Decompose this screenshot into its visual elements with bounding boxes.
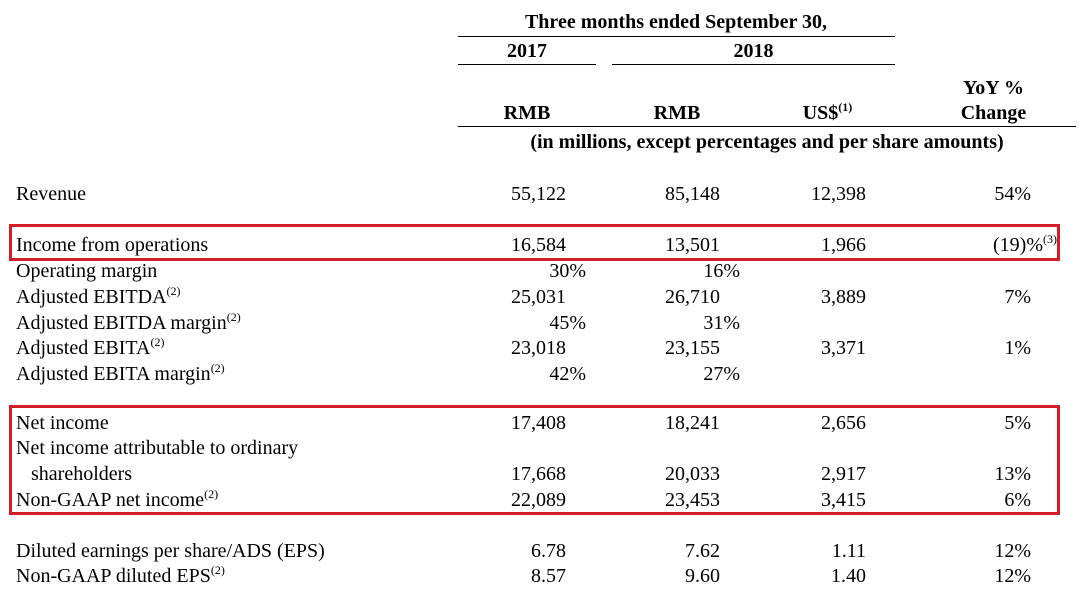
- row-label-diluted-eps: Diluted earnings per share/ADS (EPS): [16, 540, 325, 562]
- cell-ni-attrib-2018: 20,033: [665, 463, 720, 485]
- header-rule-period: [458, 36, 895, 37]
- cell-revenue-yoy: 54%: [994, 183, 1031, 205]
- cell-nongaap-eps-2018: 9.60: [685, 565, 720, 587]
- col-usd-footnote: (1): [838, 100, 853, 114]
- col-rmb-2017: RMB: [503, 102, 551, 124]
- adj-ebitda-label: Adjusted EBITDA: [16, 286, 167, 308]
- cell-ni-attrib-usd: 2,917: [821, 463, 866, 485]
- units-note: (in millions, except percentages and per…: [530, 131, 1004, 153]
- cell-diluted-eps-2018: 7.62: [685, 540, 720, 562]
- cell-adj-ebita-2018: 23,155: [665, 337, 720, 359]
- period-title: Three months ended September 30,: [524, 11, 828, 33]
- cell-adj-ebitda-usd: 3,889: [821, 286, 866, 308]
- cell-diluted-eps-yoy: 12%: [994, 540, 1031, 562]
- cell-net-income-2018: 18,241: [665, 412, 720, 434]
- cell-nongaap-ni-2018: 23,453: [665, 489, 720, 511]
- highlight-box-income-ops: [9, 224, 1060, 261]
- col-yoy-line2: Change: [960, 102, 1027, 124]
- col-usd: US$(1): [760, 100, 895, 124]
- cell-nongaap-eps-yoy: 12%: [994, 565, 1031, 587]
- cell-adj-ebita-2017: 23,018: [511, 337, 566, 359]
- header-rule-columns: [458, 126, 1076, 127]
- cell-revenue-2018: 85,148: [665, 183, 720, 205]
- row-label-net-income: Net income: [16, 412, 109, 434]
- cell-adj-ebita-margin-2017: 42%: [549, 363, 586, 385]
- cell-adj-ebita-margin-2018: 27%: [703, 363, 740, 385]
- cell-net-income-yoy: 5%: [1004, 412, 1031, 434]
- cell-adj-ebitda-2018: 26,710: [665, 286, 720, 308]
- row-label-op-margin: Operating margin: [16, 260, 158, 282]
- cell-op-margin-2018: 16%: [703, 260, 740, 282]
- cell-op-margin-2017: 30%: [549, 260, 586, 282]
- header-rule-2017: [458, 64, 596, 65]
- adj-ebita-margin-footnote: (2): [210, 361, 225, 375]
- adj-ebita-label: Adjusted EBITA: [16, 337, 151, 359]
- cell-ni-attrib-yoy: 13%: [994, 463, 1031, 485]
- cell-income-ops-usd: 1,966: [821, 234, 866, 256]
- row-label-nongaap-eps: Non-GAAP diluted EPS(2): [16, 563, 225, 587]
- cell-nongaap-ni-yoy: 6%: [1004, 489, 1031, 511]
- cell-nongaap-eps-usd: 1.40: [831, 565, 866, 587]
- adj-ebitda-margin-label: Adjusted EBITDA margin: [16, 312, 227, 334]
- adj-ebitda-margin-footnote: (2): [226, 310, 241, 324]
- nongaap-ni-footnote: (2): [204, 487, 219, 501]
- cell-nongaap-eps-2017: 8.57: [531, 565, 566, 587]
- row-label-adj-ebitda: Adjusted EBITDA(2): [16, 284, 181, 308]
- income-ops-yoy-footnote: (3): [1043, 232, 1057, 246]
- row-label-income-ops: Income from operations: [16, 234, 209, 256]
- cell-nongaap-ni-usd: 3,415: [821, 489, 866, 511]
- adj-ebita-margin-label: Adjusted EBITA margin: [16, 363, 211, 385]
- cell-revenue-2017: 55,122: [511, 183, 566, 205]
- cell-income-ops-2017: 16,584: [511, 234, 566, 256]
- cell-adj-ebitda-margin-2017: 45%: [549, 312, 586, 334]
- cell-adj-ebitda-margin-2018: 31%: [703, 312, 740, 334]
- col-rmb-2018: RMB: [653, 102, 701, 124]
- nongaap-eps-footnote: (2): [210, 563, 225, 577]
- nongaap-eps-label: Non-GAAP diluted EPS: [16, 565, 211, 587]
- year-2017-header: 2017: [507, 40, 547, 62]
- row-label-ni-attrib-line1: Net income attributable to ordinary: [16, 437, 299, 459]
- cell-ni-attrib-2017: 17,668: [511, 463, 566, 485]
- row-label-ni-attrib-line2: shareholders: [31, 463, 133, 485]
- cell-adj-ebitda-yoy: 7%: [1004, 286, 1031, 308]
- cell-diluted-eps-usd: 1.11: [831, 540, 866, 562]
- adj-ebitda-footnote: (2): [166, 284, 181, 298]
- row-label-adj-ebita: Adjusted EBITA(2): [16, 335, 165, 359]
- row-label-revenue: Revenue: [16, 183, 86, 205]
- highlight-box-net-income: [9, 405, 1060, 515]
- cell-net-income-2017: 17,408: [511, 412, 566, 434]
- cell-adj-ebitda-2017: 25,031: [511, 286, 566, 308]
- income-ops-yoy-value: (19)%: [993, 234, 1043, 256]
- cell-diluted-eps-2017: 6.78: [531, 540, 566, 562]
- cell-income-ops-yoy: (19)%(3): [900, 232, 1057, 256]
- row-label-adj-ebita-margin: Adjusted EBITA margin(2): [16, 361, 225, 385]
- cell-adj-ebita-usd: 3,371: [821, 337, 866, 359]
- header-rule-2018: [612, 64, 895, 65]
- col-yoy-line1: YoY %: [963, 77, 1024, 99]
- cell-revenue-usd: 12,398: [811, 183, 866, 205]
- row-label-adj-ebitda-margin: Adjusted EBITDA margin(2): [16, 310, 241, 334]
- nongaap-ni-label: Non-GAAP net income: [16, 489, 205, 511]
- adj-ebita-footnote: (2): [150, 335, 165, 349]
- cell-income-ops-2018: 13,501: [665, 234, 720, 256]
- cell-adj-ebita-yoy: 1%: [1004, 337, 1031, 359]
- cell-nongaap-ni-2017: 22,089: [511, 489, 566, 511]
- year-2018-header: 2018: [733, 40, 774, 62]
- row-label-nongaap-ni: Non-GAAP net income(2): [16, 487, 219, 511]
- cell-net-income-usd: 2,656: [821, 412, 866, 434]
- col-usd-label: US$: [802, 102, 839, 124]
